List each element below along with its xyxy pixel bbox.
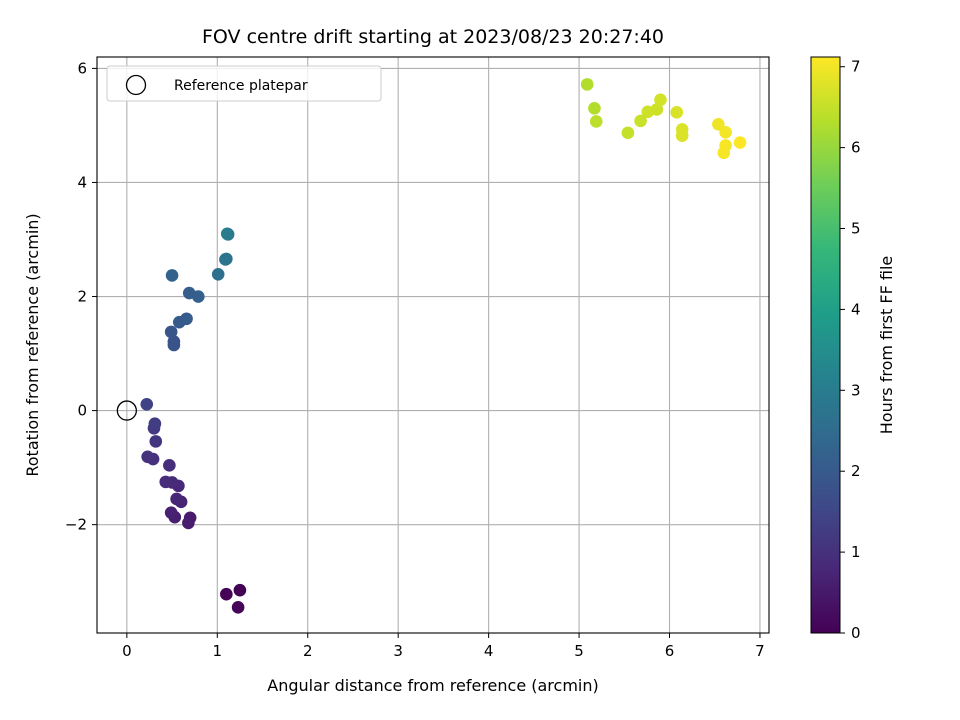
colorbar: 0 1 2 3 4 5 6 7 Hours from first FF file xyxy=(810,56,896,642)
x-tick-label: 2 xyxy=(303,642,313,660)
data-point xyxy=(719,125,732,139)
colorbar-tick-label: 1 xyxy=(851,543,861,561)
colorbar-tick-label: 7 xyxy=(851,58,861,76)
y-axis-ticks: −2 0 2 4 6 xyxy=(65,59,97,534)
data-point xyxy=(164,325,178,339)
y-tick-label: 2 xyxy=(77,288,87,306)
data-point xyxy=(634,114,647,128)
data-point xyxy=(164,506,178,519)
data-point xyxy=(148,417,162,431)
y-tick-label: −2 xyxy=(65,516,87,534)
plot-frame xyxy=(96,56,770,634)
x-tick-label: 6 xyxy=(665,642,675,660)
grid-lines xyxy=(97,57,769,633)
data-point xyxy=(180,312,193,326)
chart-title: FOV centre drift starting at 2023/08/23 … xyxy=(202,26,664,48)
data-point xyxy=(220,587,233,601)
data-point xyxy=(182,516,195,530)
colorbar-label: Hours from first FF file xyxy=(877,256,896,435)
data-point xyxy=(712,117,725,131)
colorbar-tick-label: 3 xyxy=(851,381,861,399)
legend-label-reference-platepar: Reference platepar xyxy=(174,78,308,94)
x-tick-label: 5 xyxy=(574,642,584,660)
colorbar-tick-label: 4 xyxy=(851,300,861,318)
colorbar-tick-label: 6 xyxy=(851,139,861,157)
data-points xyxy=(116,78,747,614)
colorbar-ticks: 0 1 2 3 4 5 6 7 xyxy=(840,58,861,642)
data-point xyxy=(182,286,196,300)
data-point xyxy=(159,475,173,489)
data-point xyxy=(670,106,684,119)
x-axis-label: Angular distance from reference (arcmin) xyxy=(267,676,598,695)
y-tick-label: 4 xyxy=(77,173,87,191)
data-point xyxy=(163,459,176,472)
colorbar-tick-label: 5 xyxy=(851,220,861,238)
data-point xyxy=(588,102,601,115)
data-point xyxy=(165,269,179,282)
x-tick-label: 7 xyxy=(755,642,765,660)
data-point xyxy=(149,435,163,448)
data-point xyxy=(650,103,664,116)
y-tick-label: 0 xyxy=(77,402,87,420)
data-point xyxy=(141,450,154,464)
data-point xyxy=(675,129,689,143)
data-point xyxy=(140,398,154,411)
data-point xyxy=(717,146,731,160)
reference-platepar-marker xyxy=(116,400,137,421)
colorbar-tick-label: 0 xyxy=(851,624,861,642)
data-point xyxy=(654,93,667,107)
y-axis-label: Rotation from reference (arcmin) xyxy=(23,213,42,476)
data-point xyxy=(233,583,247,597)
legend-box xyxy=(106,65,382,102)
data-point xyxy=(733,136,747,149)
colorbar-gradient xyxy=(810,56,841,634)
data-point xyxy=(220,252,233,266)
legend-marker-reference-platepar xyxy=(125,74,147,96)
x-tick-label: 3 xyxy=(393,642,403,660)
colorbar-tick-label: 2 xyxy=(851,462,861,480)
data-point xyxy=(589,115,603,128)
x-axis-ticks: 0 1 2 3 4 5 6 7 xyxy=(122,633,765,660)
data-point xyxy=(231,601,245,614)
data-point xyxy=(621,126,635,140)
x-tick-label: 1 xyxy=(213,642,223,660)
y-tick-label: 6 xyxy=(77,59,87,77)
data-point xyxy=(167,335,181,348)
x-tick-label: 0 xyxy=(122,642,132,660)
data-point xyxy=(580,78,594,91)
legend: Reference platepar xyxy=(106,65,382,102)
data-point xyxy=(220,227,234,241)
data-point xyxy=(170,492,183,506)
x-tick-label: 4 xyxy=(484,642,494,660)
data-point xyxy=(211,267,225,281)
